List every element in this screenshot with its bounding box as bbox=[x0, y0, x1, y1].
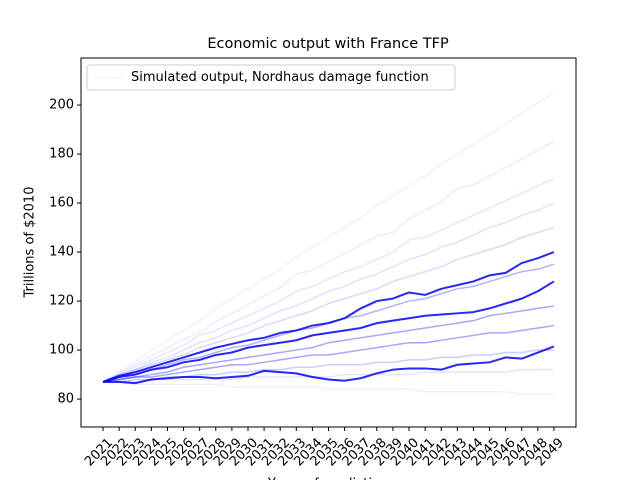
chart-title: Economic output with France TFP bbox=[207, 36, 449, 52]
series-line bbox=[102, 226, 555, 383]
legend-box bbox=[86, 64, 456, 91]
series-line bbox=[102, 92, 555, 383]
y-tick-label: 160 bbox=[49, 196, 74, 211]
plot-area bbox=[102, 92, 555, 395]
y-tick-label: 120 bbox=[49, 294, 74, 309]
series-line bbox=[103, 345, 555, 385]
y-tick-label: 200 bbox=[49, 98, 74, 113]
y-axis-label: Trillions of $2010 bbox=[23, 187, 38, 299]
y-tick-label: 140 bbox=[49, 245, 74, 260]
x-axis-label: Years of prediction bbox=[267, 477, 388, 480]
series-line bbox=[102, 202, 555, 383]
y-tick-label: 100 bbox=[49, 343, 74, 358]
series-line bbox=[102, 324, 555, 383]
series-line bbox=[102, 141, 555, 383]
series-line bbox=[102, 280, 555, 383]
y-tick-label: 80 bbox=[57, 392, 74, 407]
legend-label: Simulated output, Nordhaus damage functi… bbox=[131, 70, 429, 85]
series-line bbox=[103, 368, 554, 383]
y-tick-label: 180 bbox=[49, 147, 74, 162]
series-line bbox=[102, 305, 555, 383]
series-line bbox=[102, 177, 555, 383]
series-line bbox=[102, 251, 555, 383]
series-line bbox=[103, 381, 554, 395]
